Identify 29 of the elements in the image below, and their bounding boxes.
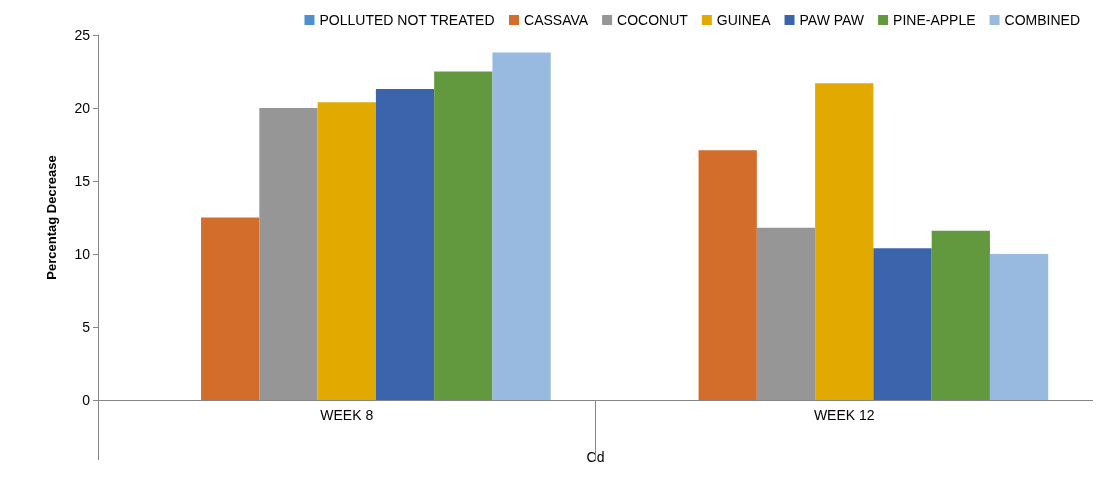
y-axis-title: Percentag Decrease xyxy=(44,155,59,280)
bar xyxy=(259,108,318,400)
bar xyxy=(815,83,874,400)
legend-label: POLLUTED NOT TREATED xyxy=(319,12,495,28)
legend-label: COMBINED xyxy=(1004,12,1080,28)
legend-label: CASSAVA xyxy=(524,12,589,28)
bar xyxy=(434,71,493,400)
bar xyxy=(698,150,757,400)
x-axis-title: Cd xyxy=(586,449,605,465)
x-tick-label: WEEK 12 xyxy=(813,407,875,423)
y-tick-label: 0 xyxy=(82,392,91,408)
legend-label: PAW PAW xyxy=(799,12,865,28)
bar xyxy=(375,89,435,400)
legend-label: COCONUT xyxy=(617,12,689,28)
y-tick-label: 5 xyxy=(82,319,91,335)
y-tick-label: 20 xyxy=(74,100,91,116)
legend-label: GUINEA xyxy=(716,12,772,28)
x-tick-label: WEEK 8 xyxy=(320,407,374,423)
y-tick-label: 15 xyxy=(74,173,91,189)
bar xyxy=(201,217,260,400)
y-tick-label: 25 xyxy=(74,27,91,43)
bar xyxy=(989,254,1049,400)
bar xyxy=(931,230,990,400)
bar xyxy=(873,248,932,400)
legend-label: PINE-APPLE xyxy=(893,12,976,28)
bar xyxy=(492,52,551,400)
bar xyxy=(756,227,816,400)
y-tick-label: 10 xyxy=(74,246,91,262)
bar xyxy=(317,102,376,400)
